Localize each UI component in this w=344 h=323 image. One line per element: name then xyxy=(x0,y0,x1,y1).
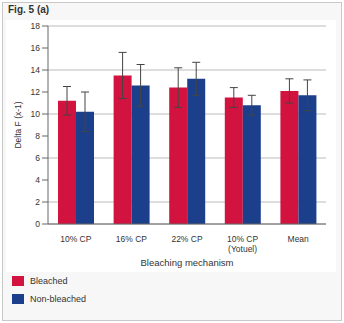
svg-text:6: 6 xyxy=(35,153,40,163)
svg-text:14: 14 xyxy=(31,65,41,75)
html-text:Bleached: Bleached xyxy=(30,276,68,286)
svg-text:12: 12 xyxy=(31,87,41,97)
svg-text:18: 18 xyxy=(31,21,41,31)
svg-text:0: 0 xyxy=(35,219,40,229)
svg-text:2: 2 xyxy=(35,197,40,207)
svg-text:22% CP: 22% CP xyxy=(171,234,203,244)
svg-text:10% CP(Yotuel): 10% CP(Yotuel) xyxy=(227,234,259,254)
svg-text:10% CP: 10% CP xyxy=(60,234,92,244)
svg-text:Delta F (x-1): Delta F (x-1) xyxy=(13,101,23,148)
svg-text:10: 10 xyxy=(31,109,41,119)
html-text:Fig. 5 (a): Fig. 5 (a) xyxy=(8,4,50,15)
svg-text:Mean: Mean xyxy=(288,234,310,244)
svg-text:8: 8 xyxy=(35,131,40,141)
html-text:Non-bleached: Non-bleached xyxy=(30,294,86,304)
svg-text:Bleaching mechanism: Bleaching mechanism xyxy=(141,257,234,268)
svg-text:4: 4 xyxy=(35,175,40,185)
svg-text:16: 16 xyxy=(31,43,41,53)
svg-text:16% CP: 16% CP xyxy=(116,234,148,244)
